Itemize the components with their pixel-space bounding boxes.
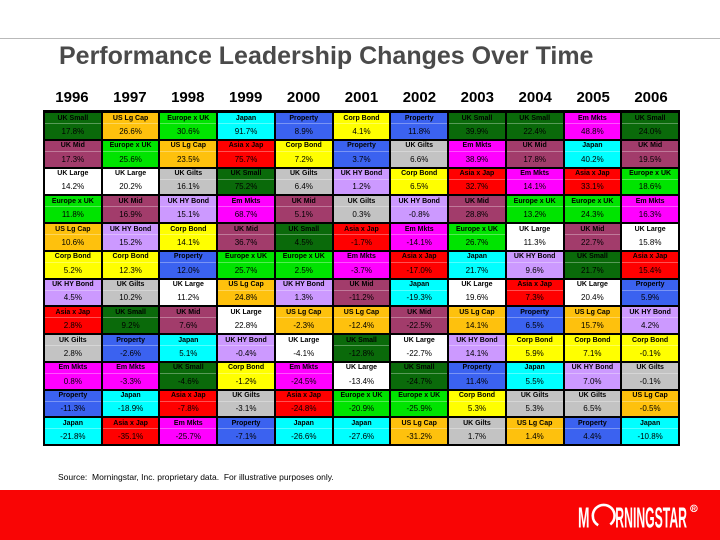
svg-text:M: M <box>578 502 590 534</box>
svg-text:R: R <box>692 506 696 512</box>
svg-text:RNINGSTAR: RNINGSTAR <box>615 502 687 534</box>
